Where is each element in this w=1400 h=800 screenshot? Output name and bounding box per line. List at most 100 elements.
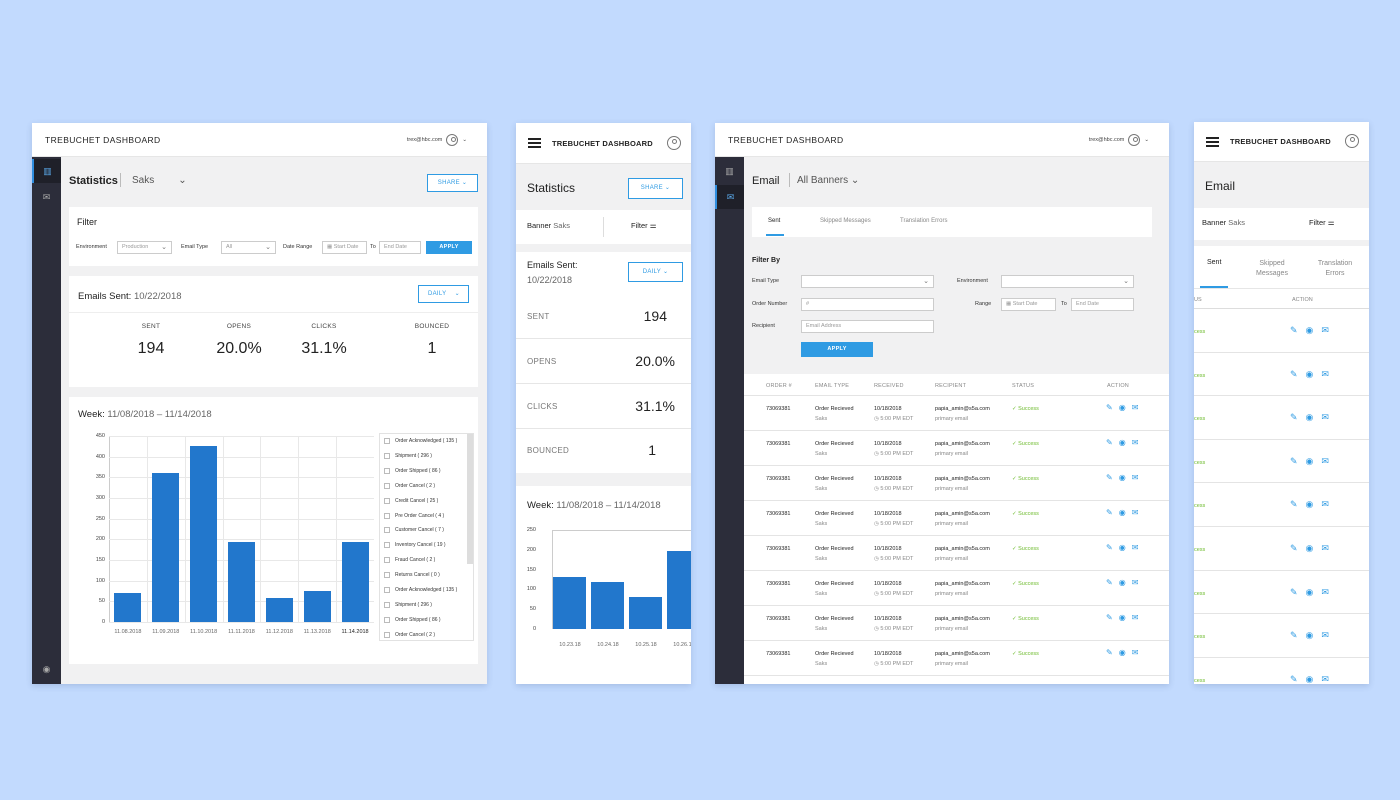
banner-selector[interactable]: Banner Saks (1202, 218, 1245, 227)
statistics-nav-icon[interactable]: ▥ (725, 166, 734, 176)
eye-icon[interactable]: ◉ (1305, 586, 1314, 597)
end-date-input[interactable]: End Date (379, 241, 421, 254)
environment-select[interactable]: ⌄ (1001, 275, 1134, 288)
legend-item[interactable]: Shipment ( 296 ) (384, 601, 432, 608)
checkbox[interactable] (384, 467, 390, 474)
table-row[interactable]: cess ✎ ◉ ✉ (1194, 439, 1369, 484)
table-row[interactable]: cess ✎ ◉ ✉ (1194, 527, 1369, 571)
tab-translation[interactable]: Translation Errors (900, 218, 948, 224)
mail-icon[interactable]: ✉ (1131, 438, 1139, 447)
eye-icon[interactable]: ◉ (1118, 648, 1126, 657)
table-row[interactable]: 73069381 Order Recieved Saks 10/18/2018 ◷ 5:… (744, 641, 1169, 676)
mail-icon[interactable]: ✉ (1321, 499, 1329, 510)
eye-icon[interactable]: ◉ (1305, 630, 1314, 641)
pencil-icon[interactable]: ✎ (1106, 438, 1113, 447)
mail-icon[interactable]: ✉ (1321, 586, 1329, 597)
user-menu[interactable]: trex@hbc.com ⌄ (1089, 134, 1149, 146)
menu-icon[interactable] (1206, 137, 1219, 147)
table-row[interactable]: 73069381 Order Recieved Saks 10/18/2018 ◷ 5:… (744, 501, 1169, 536)
mail-icon[interactable]: ✉ (1321, 455, 1329, 466)
eye-icon[interactable]: ◉ (1305, 368, 1314, 379)
mail-icon[interactable]: ✉ (1131, 508, 1139, 517)
email-type-select[interactable]: ⌄ (801, 275, 934, 288)
checkbox[interactable] (384, 482, 390, 489)
table-row[interactable]: cess ✎ ◉ ✉ (1194, 570, 1369, 615)
eye-icon[interactable]: ◉ (1118, 578, 1126, 587)
start-date-input[interactable]: ▦ Start Date (1001, 298, 1056, 311)
legend-item[interactable]: Returns Cancel ( 0 ) (384, 572, 440, 579)
eye-icon[interactable]: ◉ (1305, 543, 1314, 553)
table-row[interactable]: 73069381 Order Recieved Saks 10/18/2018 ◷ 5:… (744, 431, 1169, 466)
eye-icon[interactable]: ◉ (1118, 543, 1126, 552)
eye-icon[interactable]: ◉ (1305, 325, 1314, 335)
table-row[interactable]: 73069381 Order Recieved Saks 10/18/2018 ◷ 5:… (744, 571, 1169, 606)
table-row[interactable]: 73069381 Order Recieved Saks 10/18/2018 ◷ 5:… (744, 606, 1169, 641)
pencil-icon[interactable]: ✎ (1106, 613, 1113, 622)
table-row[interactable]: cess ✎ ◉ ✉ (1194, 657, 1369, 684)
email-nav-icon[interactable]: ✉ (715, 185, 744, 209)
tab-translation[interactable]: Translation Errors (1317, 260, 1353, 277)
filter-button[interactable]: Filter ⚌ (1309, 218, 1335, 227)
eye-icon[interactable]: ◉ (1118, 438, 1126, 447)
period-select[interactable]: DAILY ⌄ (418, 285, 469, 303)
mail-icon[interactable]: ✉ (1131, 543, 1139, 552)
user-icon[interactable] (667, 136, 681, 150)
pencil-icon[interactable]: ✎ (1290, 412, 1298, 423)
table-row[interactable]: 73069381 Order Recieved Saks 10/18/2018 ◷ 5:… (744, 396, 1169, 431)
mail-icon[interactable]: ✉ (1321, 412, 1329, 423)
environment-select[interactable]: Production ⌄ (117, 241, 172, 254)
legend-item[interactable]: Fraud Cancel ( 2 ) (384, 557, 435, 564)
apply-button[interactable]: APPLY (801, 342, 873, 357)
account-nav-icon[interactable]: ◉ (42, 664, 51, 674)
tab-skipped[interactable]: Skipped Messages (820, 218, 871, 224)
checkbox[interactable] (384, 438, 390, 444)
banner-selector[interactable]: Banner Saks (527, 221, 570, 230)
tab-sent[interactable]: Sent (768, 218, 781, 224)
share-button[interactable]: SHARE ⌄ (427, 174, 478, 192)
eye-icon[interactable]: ◉ (1305, 673, 1314, 684)
legend-item[interactable]: Order Shipped ( 86 ) (384, 467, 441, 474)
end-date-input[interactable]: End Date (1071, 298, 1134, 311)
pencil-icon[interactable]: ✎ (1106, 403, 1113, 412)
table-row[interactable]: cess ✎ ◉ ✉ (1194, 309, 1369, 353)
eye-icon[interactable]: ◉ (1305, 455, 1314, 466)
pencil-icon[interactable]: ✎ (1106, 543, 1113, 552)
banner-select[interactable]: Saks ⌄ (132, 175, 187, 186)
pencil-icon[interactable]: ✎ (1290, 368, 1298, 379)
pencil-icon[interactable]: ✎ (1106, 473, 1113, 482)
checkbox[interactable] (384, 557, 390, 564)
legend-item[interactable]: Order Cancel ( 2 ) (384, 631, 435, 638)
menu-icon[interactable] (528, 138, 541, 148)
checkbox[interactable] (384, 527, 390, 534)
mail-icon[interactable]: ✉ (1321, 630, 1329, 641)
statistics-nav-icon[interactable]: ▥ (32, 159, 61, 183)
checkbox[interactable] (384, 497, 390, 504)
mail-icon[interactable]: ✉ (1131, 403, 1139, 412)
pencil-icon[interactable]: ✎ (1290, 673, 1298, 684)
eye-icon[interactable]: ◉ (1118, 403, 1126, 412)
mail-icon[interactable]: ✉ (1321, 543, 1329, 553)
table-row[interactable]: 73069381 Order Recieved Saks 10/18/2018 ◷ 5:… (744, 536, 1169, 571)
pencil-icon[interactable]: ✎ (1290, 455, 1298, 466)
table-row[interactable]: cess ✎ ◉ ✉ (1194, 483, 1369, 527)
pencil-icon[interactable]: ✎ (1290, 325, 1298, 335)
pencil-icon[interactable]: ✎ (1106, 578, 1113, 587)
tab-sent[interactable]: Sent (1207, 259, 1222, 266)
legend-item[interactable]: Pre Order Cancel ( 4 ) (384, 512, 444, 519)
pencil-icon[interactable]: ✎ (1290, 630, 1298, 641)
banner-select[interactable]: All Banners ⌄ (797, 175, 860, 186)
filter-button[interactable]: Filter ⚌ (631, 221, 657, 230)
checkbox[interactable] (384, 572, 390, 579)
tab-skipped[interactable]: Skipped Messages (1256, 260, 1288, 277)
checkbox[interactable] (384, 512, 390, 519)
mail-icon[interactable]: ✉ (1321, 325, 1329, 335)
checkbox[interactable] (384, 542, 390, 549)
legend-item[interactable]: Order Acknowledged ( 135 ) (384, 438, 457, 444)
legend-item[interactable]: Inventory Cancel ( 19 ) (384, 542, 446, 549)
table-row[interactable]: cess ✎ ◉ ✉ (1194, 396, 1369, 440)
user-menu[interactable]: trex@hbc.com ⌄ (407, 134, 467, 146)
checkbox[interactable] (384, 601, 390, 608)
legend-item[interactable]: Order Acknowledged ( 135 ) (384, 587, 457, 593)
legend-item[interactable]: Order Shipped ( 86 ) (384, 616, 441, 623)
email-nav-icon[interactable]: ✉ (42, 192, 51, 202)
